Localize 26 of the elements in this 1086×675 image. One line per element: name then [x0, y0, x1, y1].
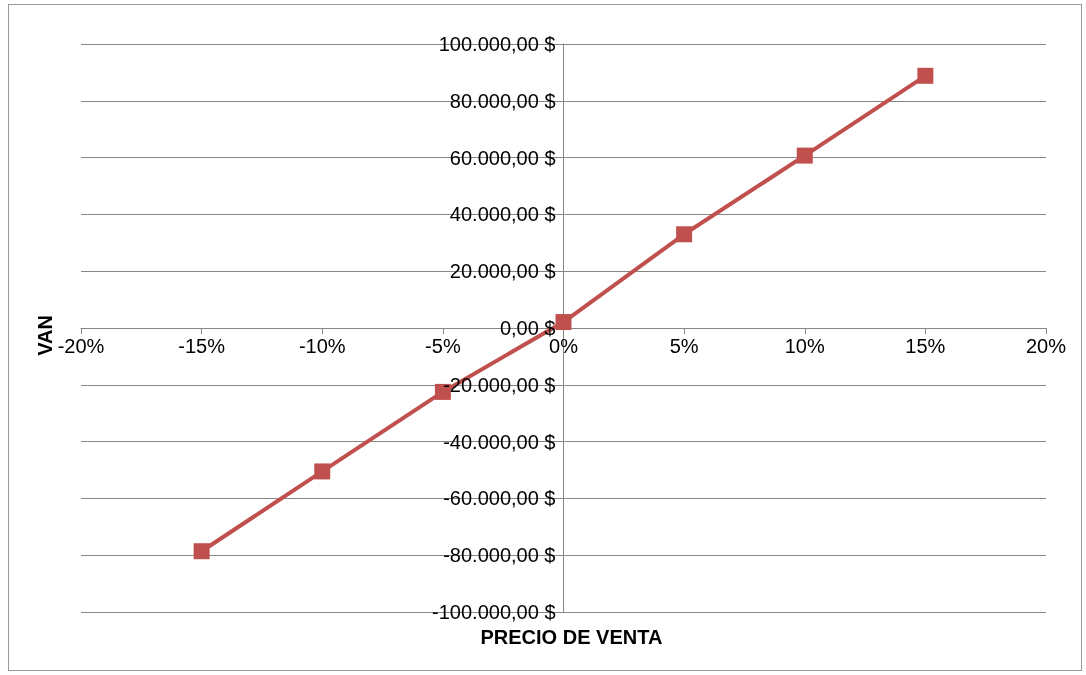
x-tick-label: 15% [905, 335, 946, 357]
x-tick-label: -5% [425, 335, 461, 357]
point [796, 147, 813, 164]
point [917, 67, 934, 84]
point [193, 543, 210, 560]
y-axis-title: VAN [34, 315, 56, 356]
y-tick-label: 60.000,00 $ [449, 146, 556, 169]
x-tick-label: 10% [784, 335, 825, 357]
x-tick-label: 20% [1025, 335, 1067, 357]
x-axis-title: PRECIO DE VENTA [480, 626, 663, 648]
point [676, 226, 693, 243]
y-tick-label: -40.000,00 $ [443, 430, 556, 453]
y-tick-label: 40.000,00 $ [449, 203, 556, 226]
x-tick-label: -15% [178, 335, 226, 357]
y-tick-label: 80.000,00 $ [449, 89, 556, 112]
y-tick-label: 20.000,00 $ [449, 260, 556, 283]
y-tick-label: 100.000,00 $ [438, 33, 556, 55]
point [555, 314, 572, 331]
x-tick-label: 5% [669, 335, 699, 357]
y-tick-label: -80.000,00 $ [443, 544, 556, 567]
y-tick-label: 0,00 $ [499, 317, 556, 339]
point [314, 463, 331, 480]
x-tick-label: -20% [57, 335, 105, 357]
x-tick-label: -10% [298, 335, 346, 357]
y-tick-label: -100.000,00 $ [432, 601, 556, 623]
y-tick-label: -60.000,00 $ [443, 487, 556, 510]
